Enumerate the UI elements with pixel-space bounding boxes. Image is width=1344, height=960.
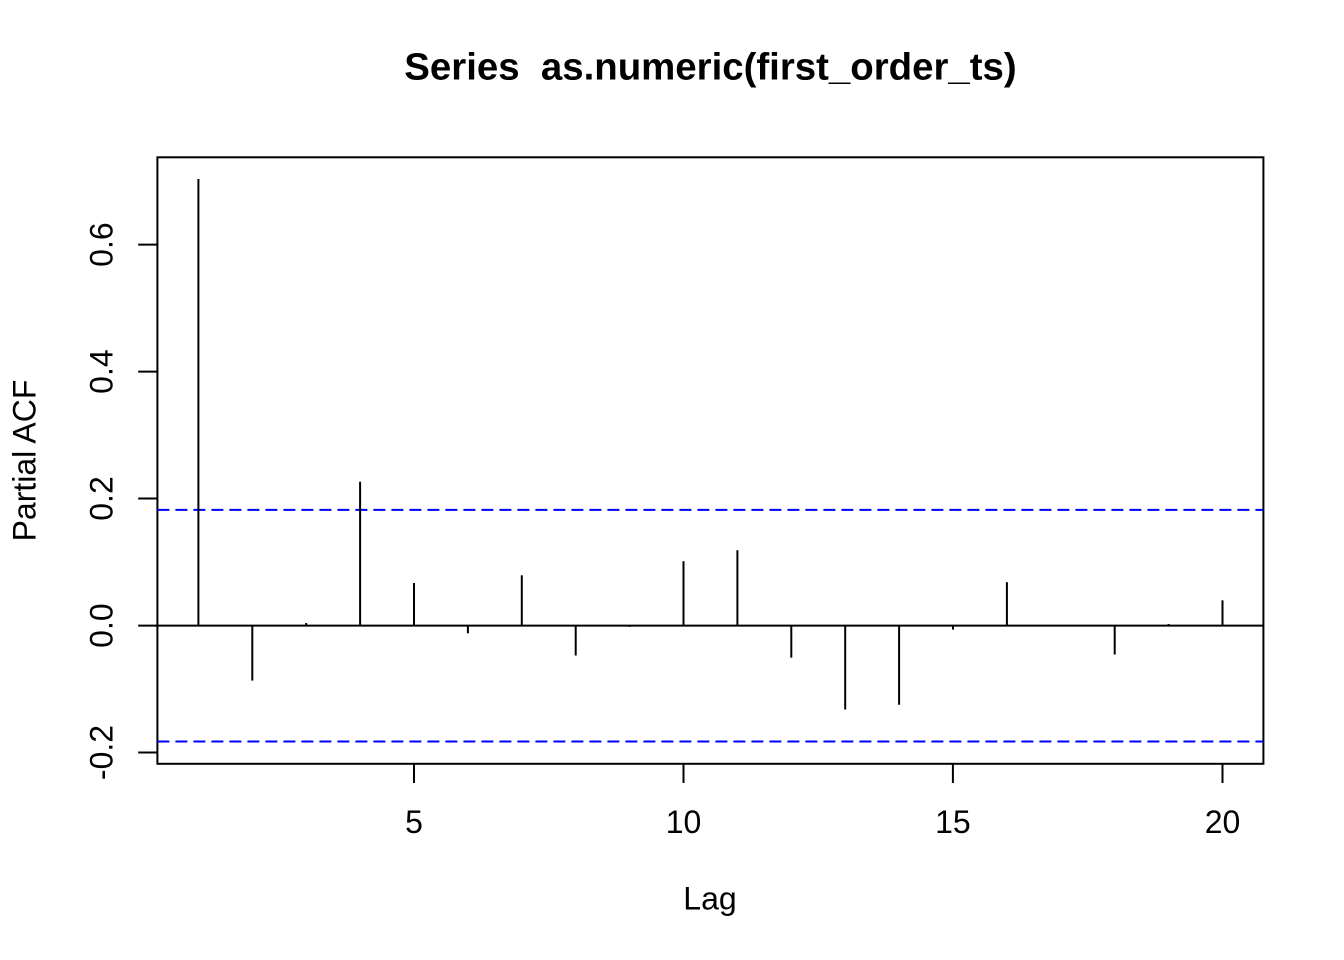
svg-text:10: 10: [666, 804, 702, 840]
svg-text:0.6: 0.6: [84, 222, 120, 266]
svg-text:Partial ACF: Partial ACF: [7, 380, 43, 542]
svg-text:0.0: 0.0: [84, 603, 120, 647]
svg-text:5: 5: [405, 804, 423, 840]
svg-text:-0.2: -0.2: [84, 725, 120, 780]
svg-text:15: 15: [935, 804, 971, 840]
svg-text:Lag: Lag: [683, 881, 736, 917]
svg-text:0.4: 0.4: [84, 349, 120, 393]
svg-text:0.2: 0.2: [84, 476, 120, 520]
svg-text:20: 20: [1205, 804, 1241, 840]
svg-text:Series as.numeric(first_order: Series as.numeric(first_order_ts): [404, 46, 1016, 89]
